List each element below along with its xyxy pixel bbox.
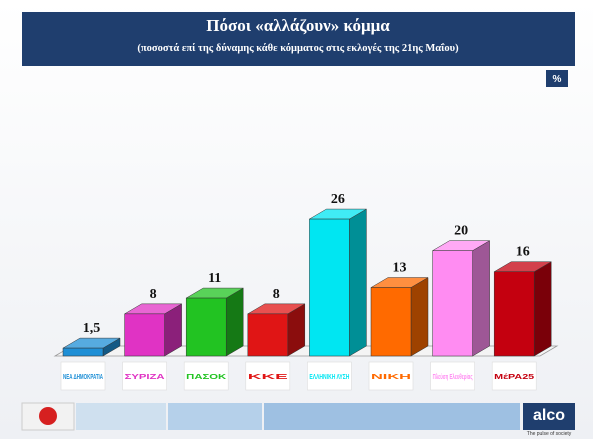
bar (432, 250, 473, 357)
value-label: 16 (516, 245, 530, 260)
chart-title: Πόσοι «αλλάζουν» κόμμα (206, 16, 390, 35)
bar (493, 271, 535, 357)
x-tick-label: Πλεύση Ελευθερίας (433, 373, 473, 381)
value-label: 8 (150, 287, 157, 302)
chart-subtitle: (ποσοστά επί της δύναμης κάθε κόμματος σ… (137, 43, 459, 54)
bar (62, 347, 104, 357)
category-logo (307, 361, 352, 391)
unit-badge (546, 70, 568, 87)
value-label: 26 (331, 192, 345, 207)
x-tick-label: ΜέΡΑ25 (494, 374, 534, 381)
x-tick-label: ΚΚΕ (248, 374, 289, 381)
bar-side (349, 208, 367, 357)
category-logo (245, 361, 291, 391)
bar-side (410, 277, 429, 357)
x-tick-label: ΕΛΛΗΝΙΚΗ ΛΥΣΗ (309, 374, 349, 381)
category-logo (183, 361, 229, 391)
category-logo (122, 361, 167, 391)
value-label: 13 (393, 261, 407, 276)
plot: 1,5 ΝΕΑ ΔΗΜΟΚΡΑΤΙΑ 8 ΣΥΡΙΖΑ 11 ΠΑΣΟΚ 8 ΚΚΕ 26 ΕΛΛ… (60, 192, 553, 391)
brand: alco (533, 407, 565, 424)
unit-label: % (553, 74, 562, 85)
value-label: 1,5 (83, 321, 101, 336)
x-tick-label: ΠΑΣΟΚ (186, 374, 226, 381)
category-logo (368, 361, 414, 391)
category-logo (491, 361, 537, 391)
footer: alco The pulse of society (21, 402, 575, 437)
bar-side (225, 287, 244, 357)
value-label: 20 (454, 224, 468, 239)
value-label: 8 (273, 287, 280, 302)
bar-side (472, 240, 490, 357)
category-logo (430, 361, 475, 391)
bar (247, 313, 289, 357)
category-logo (60, 361, 106, 391)
value-label: 11 (208, 271, 221, 286)
bar (124, 313, 165, 357)
x-tick-label: ΝΕΑ ΔΗΜΟΚΡΑΤΙΑ (63, 374, 103, 381)
tagline: The pulse of society (527, 431, 572, 437)
bar (185, 297, 227, 357)
x-tick-label: ΣΥΡΙΖΑ (125, 374, 165, 381)
header (22, 12, 575, 66)
bar (370, 287, 412, 357)
bar (309, 218, 350, 357)
bar-side (533, 261, 552, 357)
x-tick-label: ΝΙΚΗ (371, 374, 411, 381)
